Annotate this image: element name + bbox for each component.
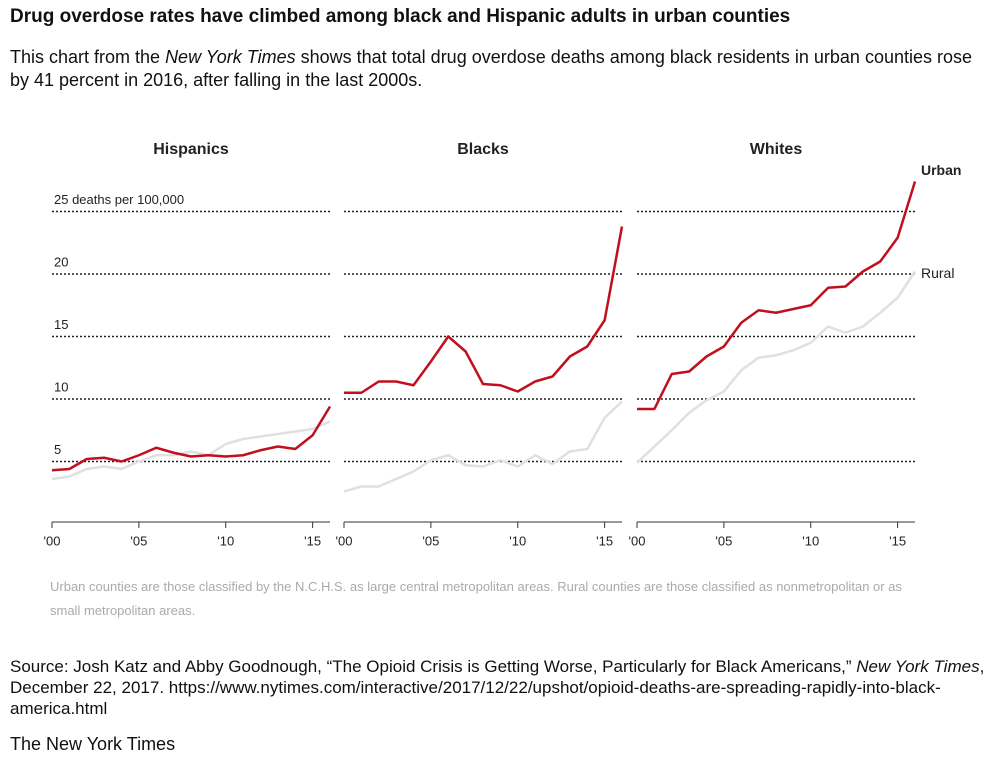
series-line [51,405,332,472]
y-tick-label: 15 [54,317,68,332]
series-line [344,226,624,394]
y-tick-label: 20 [54,254,68,269]
subtitle-text: shows that total drug overdose deaths am… [10,47,973,90]
x-tick-label: '05 [422,533,439,548]
panel-title: Blacks [457,141,509,158]
series-label: Rural [921,265,954,281]
panel-title: Whites [750,141,803,158]
x-tick-label: '05 [715,533,732,548]
subtitle-text: This chart from the [10,47,166,67]
y-tick-label: 10 [54,379,68,394]
x-tick-label: '15 [596,533,613,548]
y-tick-label: 25 deaths per 100,000 [54,192,184,207]
series-line [343,400,623,493]
source-text: Source: Josh Katz and Abby Goodnough, “T… [10,657,857,676]
source-italic: New York Times [856,657,980,676]
x-tick-label: '00 [629,533,646,548]
subtitle: This chart from the New York Times shows… [10,46,990,92]
x-tick-label: '15 [304,533,321,548]
y-tick-label: 5 [54,442,61,457]
x-tick-label: '00 [44,533,61,548]
series-label: Urban [921,162,961,178]
series-line [51,420,331,481]
source: Source: Josh Katz and Abby Goodnough, “T… [10,656,990,719]
series-line [636,270,917,464]
x-tick-label: '10 [802,533,819,548]
page-title: Drug overdose rates have climbed among b… [10,6,791,27]
subtitle-italic: New York Times [165,47,296,67]
publisher: The New York Times [10,734,176,754]
note: Urban counties are those classified by t… [50,579,902,618]
x-tick-label: '10 [509,533,526,548]
x-tick-label: '05 [130,533,147,548]
x-tick-label: '15 [889,533,906,548]
panel-title: Hispanics [153,141,229,158]
x-tick-label: '10 [217,533,234,548]
series-line [637,181,917,411]
x-tick-label: '00 [336,533,353,548]
source-text: , December 22, 2017. https://www.nytimes… [10,657,985,718]
